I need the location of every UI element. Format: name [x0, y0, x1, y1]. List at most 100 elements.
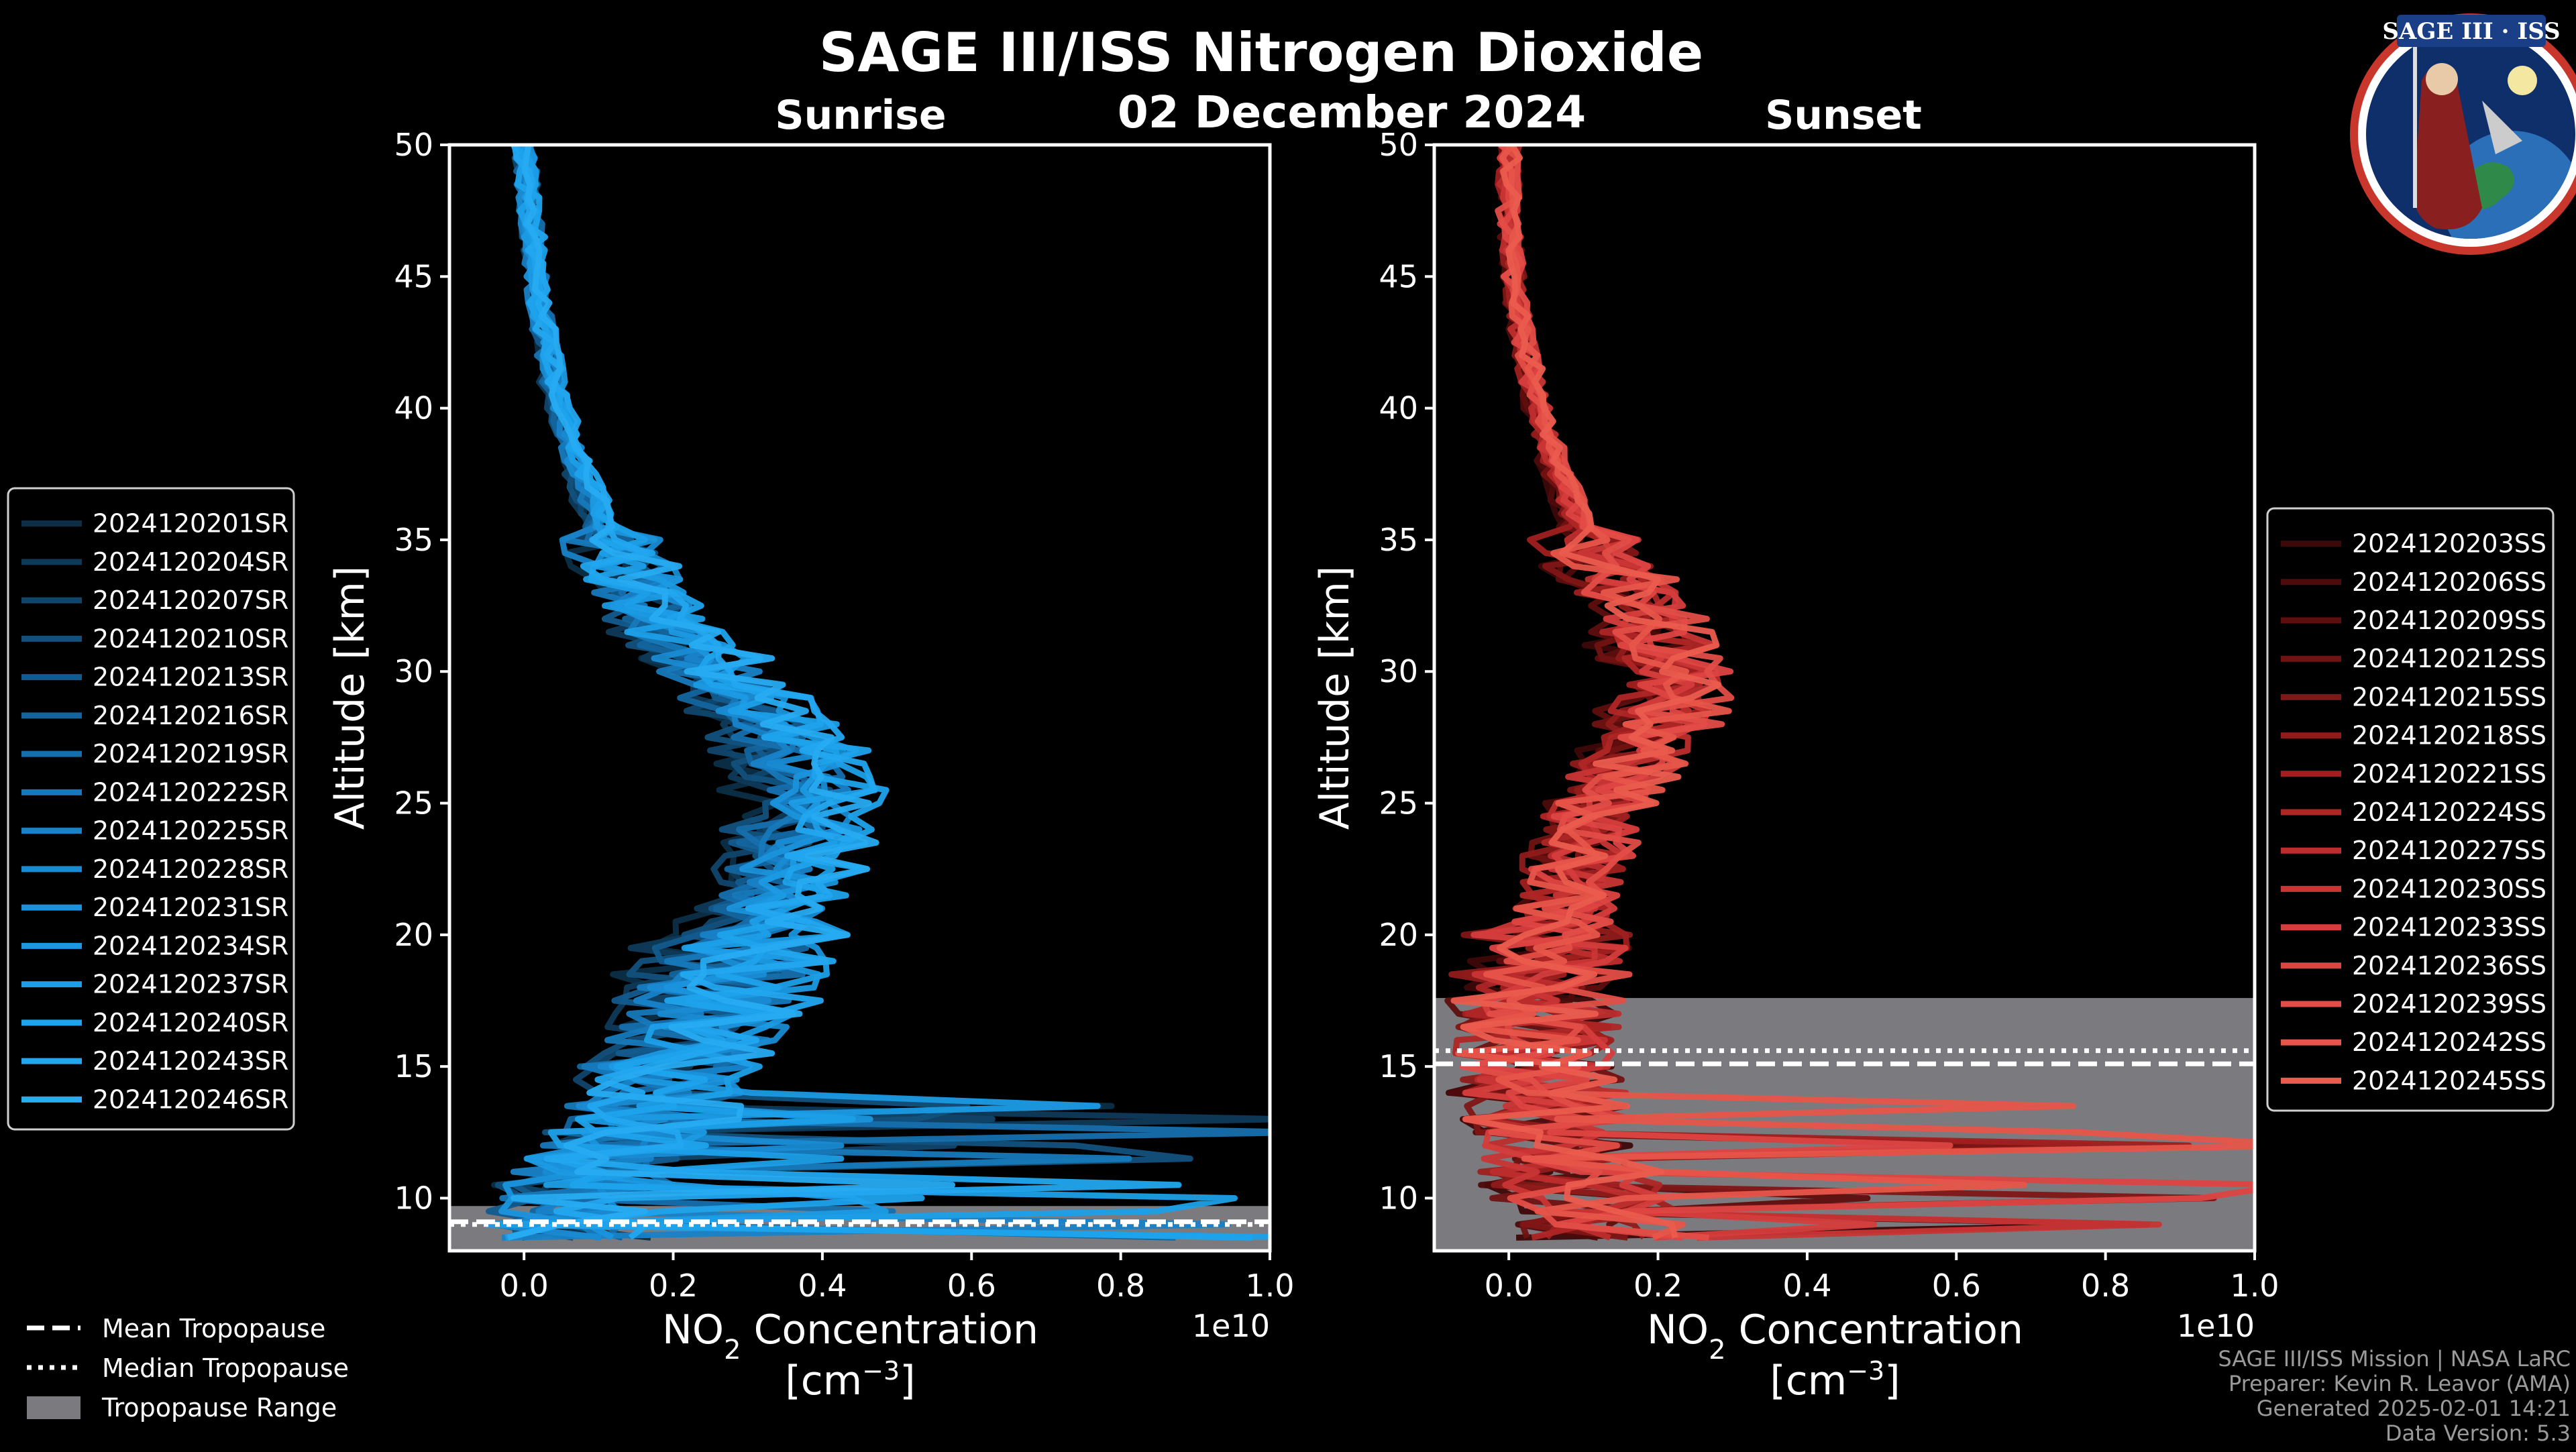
patch-figure-head [2426, 63, 2458, 95]
patch-title-plate [2397, 15, 2546, 47]
legend-entry-label: 2024120222SR [93, 777, 288, 807]
legend-entry-label: 2024120210SR [93, 624, 288, 653]
legend-entry-label: 2024120234SR [93, 931, 288, 960]
legend-entry-label: 2024120209SS [2352, 606, 2546, 635]
x-tick-label: 1.0 [1245, 1268, 1294, 1304]
x-axis-label-tail: Concentration [741, 1306, 1039, 1353]
x-tick-label: 0.8 [1096, 1268, 1145, 1304]
legend-entry-label: 2024120216SR [93, 701, 288, 730]
figure-date: 02 December 2024 [1118, 87, 1586, 138]
x-axis-label-main: NO [662, 1306, 724, 1353]
median-tropopause-label: Median Tropopause [102, 1353, 349, 1383]
legend-entry-label: 2024120237SR [93, 970, 288, 999]
legend-entry-label: 2024120245SS [2352, 1066, 2546, 1095]
x-axis-units-sunrise: [cm−3] [785, 1356, 915, 1404]
x-axis-label-sub: 2 [1709, 1335, 1725, 1365]
legend-sunrise: 2024120201SR 2024120204SR 2024120207SR 2024… [7, 487, 295, 1131]
legend-box [7, 487, 295, 1131]
x-tick-label: 0.8 [2081, 1268, 2130, 1304]
patch-moon-icon [2508, 66, 2537, 95]
panel-sunrise: Sunrise 0.0 0.2 0.4 0.6 0.8 1.0 10 15 20 25 30 35 4… [327, 92, 1295, 1404]
y-tick-label: 35 [1379, 522, 1418, 558]
plot-frame-sunset [1432, 143, 2257, 1253]
legend-entry-label: 2024120215SS [2352, 682, 2546, 712]
x-tick-label: 0.4 [1782, 1268, 1831, 1304]
legend-entry-label: 2024120233SS [2352, 913, 2546, 942]
profile-line-2024120239SS [1459, 145, 1735, 1241]
y-tick-label: 35 [394, 522, 433, 558]
y-tick-label: 50 [1379, 127, 1418, 163]
y-tick-label: 30 [394, 653, 433, 689]
legend-entry-label: 2024120219SR [93, 739, 288, 769]
credit-mission: SAGE III/ISS Mission | NASA LaRC [2218, 1346, 2571, 1372]
y-axis-label-sunset: Altitude [km] [1311, 566, 1358, 830]
profile-line-2024120246SR [506, 145, 956, 1241]
x-axis-units-sunset: [cm−3] [1770, 1356, 1900, 1404]
legend-tropopause: Mean Tropopause Median Tropopause Tropop… [27, 1314, 349, 1422]
legend-entry-label: 2024120240SR [93, 1008, 288, 1038]
legend-entry-label: 2024120207SR [93, 585, 288, 615]
y-tick-label: 30 [1379, 653, 1418, 689]
legend-entry-label: 2024120242SS [2352, 1027, 2546, 1057]
y-axis-label-sunrise: Altitude [km] [327, 566, 374, 830]
legend-entry-label: 2024120231SR [93, 893, 288, 922]
x-tick-label: 1.0 [2230, 1268, 2279, 1304]
mean-tropopause-label: Mean Tropopause [102, 1314, 325, 1343]
x-axis-label-sunset: NO2 Concentration [1647, 1306, 2023, 1365]
y-tick-label: 15 [394, 1048, 433, 1084]
y-tick-label: 45 [1379, 258, 1418, 294]
y-tick-label: 25 [1379, 785, 1418, 822]
legend-entry-label: 2024120212SS [2352, 644, 2546, 673]
legend-entry-label: 2024120246SR [93, 1084, 288, 1114]
x-tick-label: 0.6 [1932, 1268, 1981, 1304]
x-units-sup: −3 [1847, 1356, 1884, 1386]
legend-entry-label: 2024120203SS [2352, 529, 2546, 559]
y-tick-label: 25 [394, 785, 433, 822]
legend-entry-label: 2024120206SS [2352, 567, 2546, 597]
legend-entry-label: 2024120224SS [2352, 797, 2546, 827]
legend-entry-label: 2024120230SS [2352, 874, 2546, 903]
x-axis-label-main: NO [1647, 1306, 1709, 1353]
credit-preparer: Preparer: Kevin R. Leavor (AMA) [2229, 1371, 2571, 1396]
x-scale-label-sunrise: 1e10 [1192, 1308, 1270, 1344]
legend-entry-label: 2024120227SS [2352, 836, 2546, 865]
patch-title: SAGE III · ISS [2382, 18, 2560, 45]
credit-generated: Generated 2025-02-01 14:21 [2257, 1396, 2571, 1421]
x-tick-label: 0.2 [1633, 1268, 1682, 1304]
x-tick-label: 0.2 [649, 1268, 698, 1304]
x-units-base: [cm [1770, 1357, 1847, 1404]
x-units-close: ] [900, 1357, 915, 1404]
legend-entry-label: 2024120243SR [93, 1046, 288, 1076]
panel-sunset: Sunset 0.0 0.2 0.4 0.6 0.8 1.0 10 15 20 25 30 35 40… [1311, 92, 2279, 1404]
y-tick-label: 20 [394, 917, 433, 953]
sage-mission-patch-icon: SAGE III · ISS [2350, 13, 2576, 255]
legend-entry-label: 2024120225SR [93, 816, 288, 846]
plot-frame-sunrise [447, 143, 1272, 1253]
y-tick-label: 40 [1379, 390, 1418, 427]
x-tick-label: 0.0 [1485, 1268, 1534, 1304]
y-tick-label: 10 [1379, 1180, 1418, 1216]
legend-entry-label: 2024120221SS [2352, 759, 2546, 789]
patch-figure-robe [2414, 65, 2482, 229]
x-axis-label-sunrise: NO2 Concentration [662, 1306, 1038, 1365]
x-axis-label-sub: 2 [724, 1335, 741, 1365]
x-units-close: ] [1884, 1357, 1900, 1404]
legend-entry-label: 2024120218SS [2352, 721, 2546, 750]
legend-entry-label: 2024120236SS [2352, 951, 2546, 981]
figure-title: SAGE III/ISS Nitrogen Dioxide [819, 21, 1703, 84]
sunset-profiles [1444, 145, 2255, 1241]
x-units-base: [cm [785, 1357, 862, 1404]
patch-station-icon [2482, 101, 2522, 154]
tropopause-range-label: Tropopause Range [101, 1393, 337, 1422]
y-tick-label: 20 [1379, 917, 1418, 953]
y-tick-label: 10 [394, 1180, 433, 1216]
x-tick-label: 0.0 [500, 1268, 549, 1304]
profile-line-2024120245SS [1450, 145, 1722, 1239]
y-tick-label: 15 [1379, 1048, 1418, 1084]
x-tick-label: 0.4 [798, 1268, 847, 1304]
y-tick-label: 45 [394, 258, 433, 294]
x-scale-label-sunset: 1e10 [2177, 1308, 2255, 1344]
legend-entry-label: 2024120228SR [93, 854, 288, 884]
